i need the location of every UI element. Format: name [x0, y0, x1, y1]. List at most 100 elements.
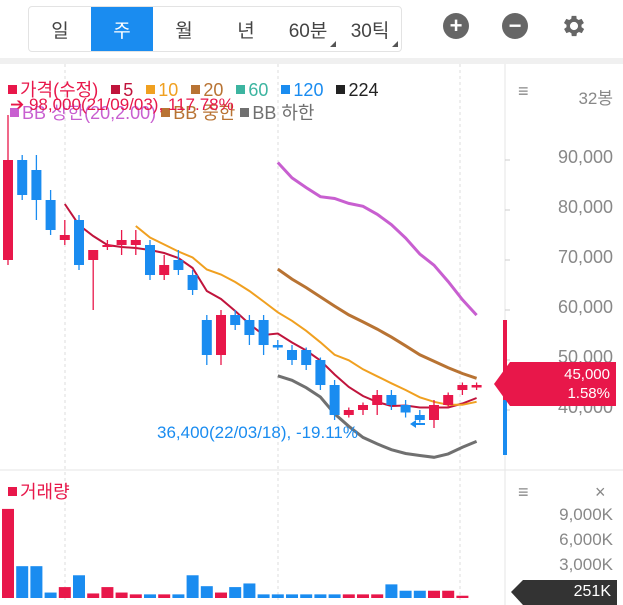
topbar: 일 주 월 년 60분 30틱 + −	[0, 0, 623, 58]
volume-swatch	[8, 487, 17, 496]
candle-body	[173, 260, 184, 270]
candle-body	[471, 385, 482, 388]
range-bar-up	[503, 320, 507, 400]
volume-legend: 거래량	[8, 478, 70, 504]
volume-bar	[30, 566, 43, 598]
volume-bar	[229, 587, 242, 598]
candle-body	[244, 320, 255, 335]
volume-bar	[87, 593, 100, 598]
legend-bb-lower: BB 하한	[252, 103, 315, 123]
volume-bar	[342, 594, 355, 598]
volume-bar	[16, 566, 29, 598]
price-menu-icon[interactable]: ≡	[518, 81, 529, 101]
legend-ma5: 5	[123, 80, 134, 100]
candle-body	[230, 315, 241, 325]
bb-upper-line	[276, 161, 478, 317]
candle-body	[88, 250, 99, 260]
close-icon[interactable]: ×	[595, 482, 606, 502]
volume-bar	[385, 584, 398, 598]
candle-body	[272, 345, 283, 348]
vol-tick-9000k: 9,000K	[559, 505, 613, 524]
volume-bar	[243, 583, 256, 598]
volume-bar	[58, 587, 71, 598]
volume-bar	[158, 594, 171, 598]
candle-body	[372, 395, 383, 405]
legend-bb-mid: BB 중한	[173, 103, 236, 123]
volume-bar	[399, 590, 412, 598]
period-selector: 일 주 월 년 60분 30틱	[28, 6, 402, 52]
ma20-swatch	[191, 85, 201, 94]
current-change: 1.58%	[567, 385, 610, 402]
candle-body	[187, 275, 198, 290]
bar-count-label: 32봉	[578, 89, 613, 108]
bb-upper-swatch	[10, 108, 19, 117]
volume-bar	[2, 508, 14, 598]
ma20-line	[276, 267, 478, 380]
vol-tick-6000k: 6,000K	[559, 530, 613, 549]
current-price-tag: 45,000 1.58%	[494, 362, 616, 406]
y-tick-70000: 70,000	[557, 247, 613, 267]
candle-body	[315, 360, 326, 385]
period-30tick-dropdown[interactable]: 30틱	[339, 7, 401, 51]
ma120-swatch	[281, 85, 291, 94]
candle-body	[386, 395, 397, 405]
ma224-swatch	[336, 85, 346, 94]
volume-bar	[186, 575, 199, 598]
volume-bar	[257, 594, 270, 598]
period-month[interactable]: 월	[175, 20, 193, 42]
volume-bar	[456, 595, 469, 598]
high-annotation: ➔ 98,000(21/09/03), 117.78%	[10, 95, 234, 114]
candle-body	[45, 200, 56, 230]
volume-bar	[428, 590, 440, 598]
bb-lower-line	[277, 374, 478, 459]
low-annotation: 36,400(22/03/18), -19.11%	[157, 423, 358, 442]
legend-price: 가격(수정)	[20, 80, 99, 100]
price-swatch	[8, 85, 17, 94]
candle-body	[145, 245, 155, 275]
current-price: 45,000	[564, 366, 610, 383]
volume-bar	[200, 586, 213, 598]
volume-bar	[328, 594, 341, 598]
y-tick-90000: 90,000	[557, 147, 613, 167]
volume-bar	[101, 587, 114, 598]
ma60-swatch	[236, 85, 246, 94]
volume-menu-icon[interactable]: ≡	[518, 482, 529, 502]
zoom-in-button[interactable]: +	[443, 13, 469, 39]
candle-body	[443, 395, 454, 405]
candle-body	[3, 160, 13, 260]
volume-bar	[115, 592, 128, 598]
volume-bar	[357, 594, 369, 598]
candle-body	[216, 315, 226, 355]
bb-legend: BB 상한(20,2.00) BB 중한 BB 하한	[10, 99, 315, 125]
volume-bar	[129, 594, 142, 598]
period-week[interactable]: 주	[91, 7, 153, 51]
candle-body	[59, 235, 70, 240]
divider	[0, 58, 623, 64]
legend-ma60: 60	[248, 80, 269, 100]
candle-body	[130, 240, 141, 245]
volume-bar	[371, 594, 384, 598]
candle-body	[17, 160, 28, 195]
period-year[interactable]: 년	[237, 20, 255, 42]
y-tick-80000: 80,000	[557, 197, 613, 217]
legend-bb-upper: BB 상한(20,2.00)	[22, 103, 157, 123]
volume-bar	[215, 592, 227, 598]
vol-tick-3000k: 3,000K	[559, 555, 613, 574]
legend-ma20: 20	[203, 80, 224, 100]
candle-body	[116, 240, 127, 245]
period-day[interactable]: 일	[51, 20, 69, 42]
candle-body	[74, 220, 84, 265]
volume-bar	[271, 594, 284, 598]
high-note-text: 98,000(21/09/03), 117.78%	[28, 95, 234, 114]
ma10-swatch	[146, 85, 156, 94]
candle-body	[329, 385, 340, 415]
period-60min-dropdown[interactable]: 60분	[277, 7, 339, 51]
candle-body	[358, 405, 368, 410]
candle-body	[102, 245, 113, 247]
range-bar-down	[503, 400, 507, 455]
gear-icon[interactable]	[560, 12, 588, 40]
zoom-out-button[interactable]: −	[502, 13, 528, 39]
volume-bar	[286, 594, 298, 598]
ma5-swatch	[111, 85, 121, 94]
